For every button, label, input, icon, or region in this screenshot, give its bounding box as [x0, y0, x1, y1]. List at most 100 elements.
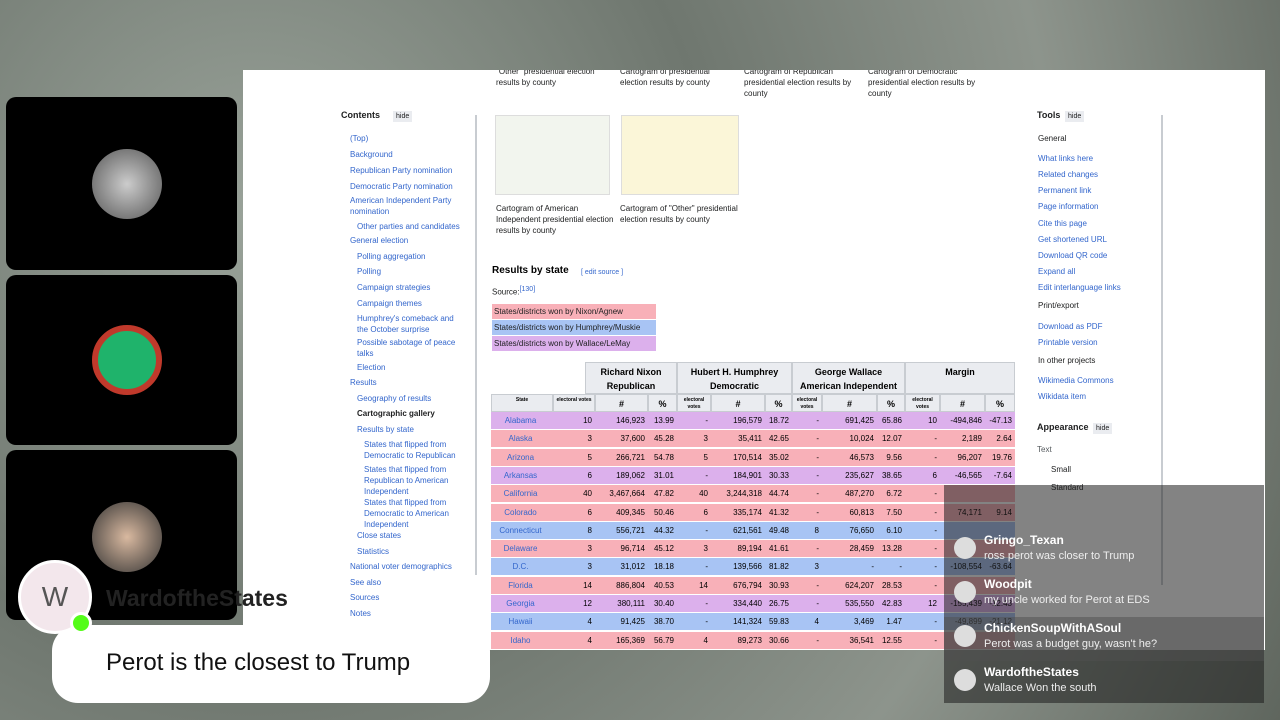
chat-user[interactable]: ChickenSoupWithASoul — [984, 621, 1122, 635]
table-cell[interactable]: Arizona — [506, 452, 535, 462]
table-cell[interactable]: Delaware — [503, 544, 538, 554]
tools-item[interactable]: Download as PDF — [1038, 322, 1103, 331]
column-header[interactable]: % — [985, 394, 1015, 412]
table-cell: 91,425 — [620, 617, 645, 627]
contents-item[interactable]: Campaign strategies — [357, 283, 431, 292]
contents-item[interactable]: General election — [350, 236, 409, 245]
column-header[interactable]: % — [765, 394, 792, 412]
table-cell[interactable]: California — [503, 489, 538, 499]
contents-item[interactable]: Polling — [357, 267, 382, 276]
contents-item[interactable]: See also — [350, 578, 382, 587]
hide-button[interactable]: hide — [393, 111, 413, 122]
table-cell[interactable]: Alabama — [504, 416, 537, 425]
chat-user[interactable]: WardoftheStates — [984, 665, 1079, 679]
table-cell: 36,541 — [849, 635, 874, 645]
table-cell: 3 — [587, 434, 592, 444]
contents-item[interactable]: Polling aggregation — [357, 252, 426, 261]
contents-item[interactable]: Cartographic gallery — [357, 409, 435, 418]
table-cell: 35.02 — [768, 452, 789, 462]
table-cell[interactable]: Colorado — [504, 507, 537, 517]
chat-user[interactable]: Woodpit — [984, 577, 1032, 591]
appearance-option[interactable]: Small — [1051, 465, 1072, 474]
table-cell: 44.74 — [768, 489, 789, 499]
contents-item[interactable]: Close states — [357, 531, 402, 540]
table-cell: 45.12 — [653, 544, 674, 554]
chat-user[interactable]: Gringo_Texan — [984, 533, 1064, 547]
tools-item[interactable]: Cite this page — [1038, 219, 1087, 228]
hide-button[interactable]: hide — [1065, 111, 1085, 122]
contents-item[interactable]: Background — [350, 150, 393, 159]
table-cell[interactable]: Alaska — [508, 434, 533, 444]
contents-item[interactable]: States that flipped from Republican to A… — [364, 465, 449, 496]
contents-item[interactable]: States that flipped from Democratic to R… — [364, 440, 456, 460]
table-cell: - — [705, 470, 708, 480]
row-bg — [491, 631, 1015, 650]
tools-item[interactable]: Printable version — [1038, 338, 1098, 347]
tools-item[interactable]: Wikidata item — [1038, 392, 1087, 401]
tools-item: In other projects — [1038, 356, 1096, 365]
column-header[interactable]: # — [595, 394, 648, 412]
tools-item[interactable]: Permanent link — [1038, 186, 1092, 195]
contents-item[interactable]: National voter demographics — [350, 562, 452, 571]
table-cell[interactable]: Hawaii — [508, 617, 533, 627]
column-header[interactable]: State — [491, 394, 553, 412]
contents-item[interactable]: States that flipped from Democratic to A… — [364, 498, 449, 529]
column-header[interactable]: # — [940, 394, 985, 412]
table-cell: 535,550 — [845, 599, 874, 608]
tools-item[interactable]: Get shortened URL — [1038, 235, 1107, 244]
hide-button[interactable]: hide — [1093, 423, 1113, 434]
tools-item[interactable]: Related changes — [1038, 170, 1099, 179]
contents-item[interactable]: American Independent Party nomination — [350, 196, 452, 216]
tools-item[interactable]: Wikimedia Commons — [1038, 376, 1114, 385]
table-cell: 19.76 — [991, 452, 1012, 462]
callout-message: Perot is the closest to Trump — [106, 649, 411, 676]
column-header[interactable]: electoral votes — [553, 394, 595, 412]
contents-item[interactable]: Humphrey's comeback and the October surp… — [357, 314, 454, 334]
contents-item[interactable]: Election — [357, 363, 386, 372]
table-cell: 165,369 — [616, 635, 645, 645]
contents-item[interactable]: (Top) — [350, 134, 369, 143]
column-header[interactable]: % — [648, 394, 677, 412]
table-cell: 12 — [928, 599, 937, 608]
column-header[interactable]: electoral votes — [677, 394, 711, 412]
contents-item[interactable]: Other parties and candidates — [357, 222, 460, 231]
table-cell[interactable]: Florida — [508, 580, 533, 590]
contents-item[interactable]: Results — [350, 378, 377, 387]
contents-item[interactable]: Results by state — [357, 425, 414, 434]
column-header[interactable]: electoral votes — [792, 394, 822, 412]
column-header[interactable]: # — [711, 394, 765, 412]
table-cell: 41.32 — [768, 507, 789, 517]
contents-item[interactable]: Democratic Party nomination — [350, 182, 453, 191]
column-header[interactable]: electoral votes — [905, 394, 940, 412]
table-cell: -46,565 — [954, 470, 982, 480]
table-cell: - — [705, 416, 708, 425]
edit-link[interactable]: [ edit source ] — [581, 269, 624, 276]
tools-item[interactable]: Expand all — [1038, 267, 1076, 276]
map-thumbnail[interactable] — [621, 115, 739, 195]
table-cell[interactable]: Connecticut — [499, 525, 542, 535]
map-thumbnail[interactable] — [495, 115, 610, 195]
column-header[interactable]: # — [822, 394, 877, 412]
table-cell[interactable]: Arkansas — [503, 470, 538, 480]
table-cell[interactable]: Georgia — [506, 599, 535, 608]
contents-item[interactable]: Possible sabotage of peace talks — [357, 338, 456, 358]
column-header[interactable]: % — [877, 394, 905, 412]
tools-item[interactable]: Download QR code — [1038, 251, 1108, 260]
contents-item[interactable]: Geography of results — [357, 394, 432, 403]
contents-item[interactable]: Statistics — [357, 547, 390, 556]
table-cell: 184,901 — [733, 470, 762, 480]
table-cell[interactable]: Idaho — [510, 635, 531, 645]
tools-item[interactable]: Page information — [1038, 202, 1099, 211]
table-cell: 3,244,318 — [726, 489, 762, 499]
ref[interactable]: [130] — [519, 286, 536, 293]
table-cell: - — [899, 562, 902, 572]
contents-item[interactable]: Campaign themes — [357, 299, 422, 308]
table-cell[interactable]: D.C. — [512, 562, 529, 572]
tools-item[interactable]: What links here — [1038, 154, 1094, 163]
contents-item[interactable]: Notes — [350, 609, 371, 618]
table-cell: - — [934, 562, 937, 572]
contents-item[interactable]: Sources — [350, 593, 380, 602]
tools-item[interactable]: Edit interlanguage links — [1038, 283, 1121, 292]
table-cell: 189,062 — [616, 470, 645, 480]
contents-item[interactable]: Republican Party nomination — [350, 166, 453, 175]
